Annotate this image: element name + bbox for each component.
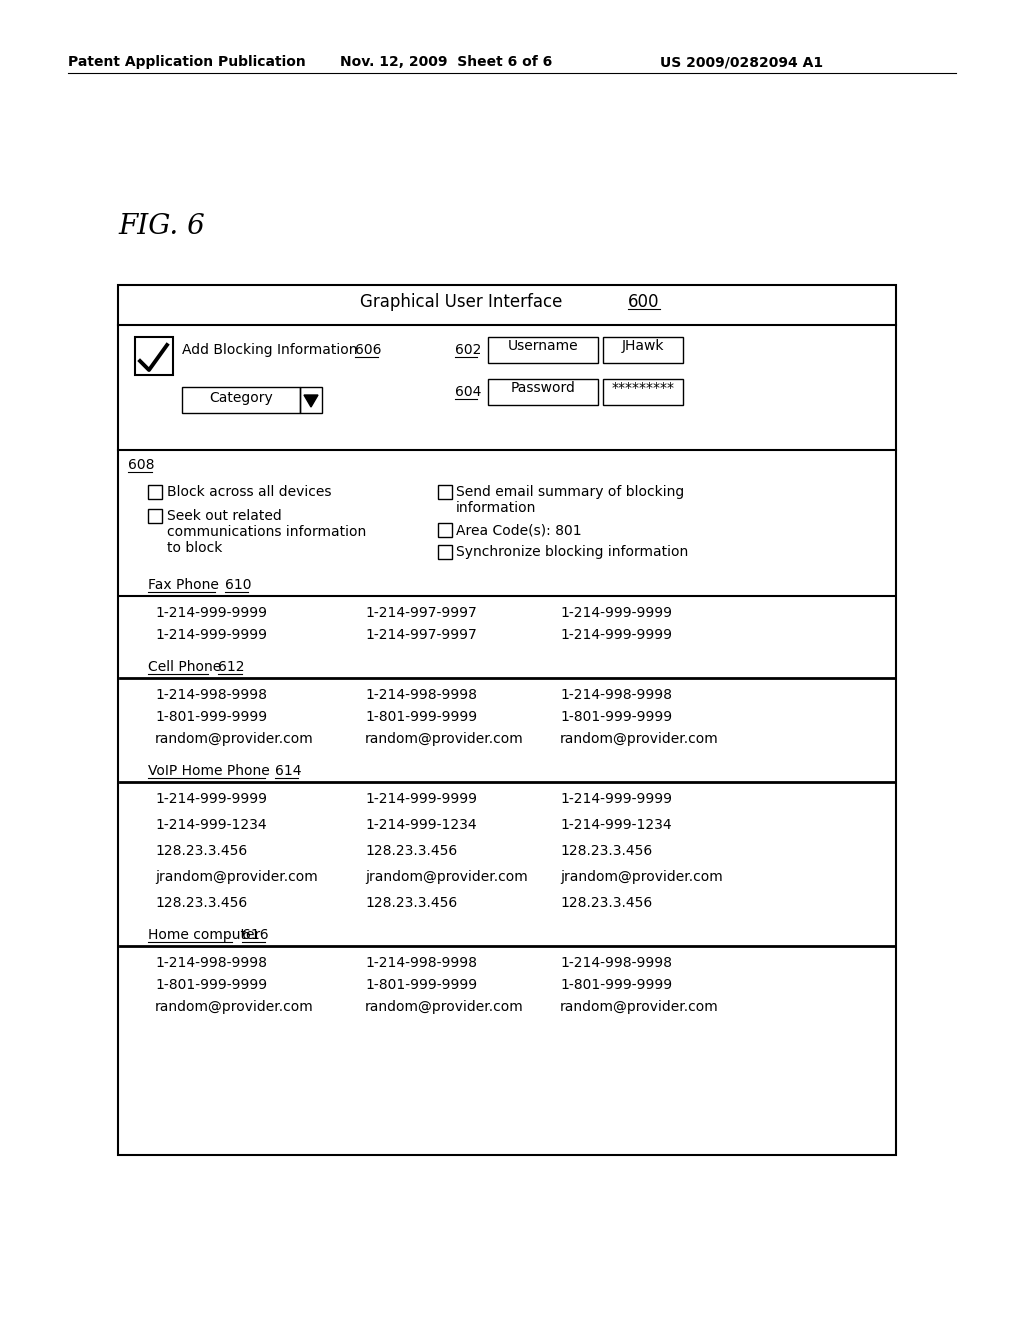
- Polygon shape: [304, 395, 318, 407]
- Text: Send email summary of blocking: Send email summary of blocking: [456, 484, 684, 499]
- Text: Nov. 12, 2009  Sheet 6 of 6: Nov. 12, 2009 Sheet 6 of 6: [340, 55, 552, 69]
- Bar: [118, 285, 896, 1155]
- Bar: [603, 337, 683, 363]
- Text: VoIP Home Phone: VoIP Home Phone: [148, 764, 269, 777]
- Text: 616: 616: [242, 928, 268, 942]
- Text: Synchronize blocking information: Synchronize blocking information: [456, 545, 688, 558]
- Bar: [488, 379, 598, 405]
- Text: 1-214-999-9999: 1-214-999-9999: [560, 606, 672, 620]
- Text: Category: Category: [209, 391, 272, 405]
- Text: 1-214-999-1234: 1-214-999-1234: [155, 818, 266, 832]
- Text: 1-214-999-9999: 1-214-999-9999: [560, 792, 672, 807]
- Bar: [148, 484, 162, 499]
- Bar: [488, 337, 598, 363]
- Text: random@provider.com: random@provider.com: [365, 1001, 523, 1014]
- Text: Home computer: Home computer: [148, 928, 260, 942]
- Text: Password: Password: [511, 381, 575, 395]
- Text: 128.23.3.456: 128.23.3.456: [365, 843, 458, 858]
- Bar: [603, 379, 683, 405]
- Bar: [438, 484, 452, 499]
- Text: information: information: [456, 502, 537, 515]
- Text: 602: 602: [455, 343, 481, 356]
- Text: FIG. 6: FIG. 6: [118, 213, 205, 240]
- Text: jrandom@provider.com: jrandom@provider.com: [560, 870, 723, 884]
- Text: Graphical User Interface: Graphical User Interface: [360, 293, 562, 312]
- Text: 1-214-998-9998: 1-214-998-9998: [365, 956, 477, 970]
- Bar: [438, 545, 452, 558]
- Text: 1-214-998-9998: 1-214-998-9998: [560, 688, 672, 702]
- Text: 128.23.3.456: 128.23.3.456: [155, 896, 247, 909]
- Text: 610: 610: [225, 578, 252, 591]
- Text: jrandom@provider.com: jrandom@provider.com: [365, 870, 527, 884]
- Text: 1-801-999-9999: 1-801-999-9999: [155, 978, 267, 993]
- Text: 128.23.3.456: 128.23.3.456: [560, 896, 652, 909]
- Text: Patent Application Publication: Patent Application Publication: [68, 55, 306, 69]
- Text: 1-214-999-9999: 1-214-999-9999: [155, 606, 267, 620]
- Text: Fax Phone: Fax Phone: [148, 578, 219, 591]
- Text: 1-801-999-9999: 1-801-999-9999: [560, 710, 672, 723]
- Bar: [148, 510, 162, 523]
- Text: 1-214-998-9998: 1-214-998-9998: [560, 956, 672, 970]
- Text: 1-214-998-9998: 1-214-998-9998: [155, 956, 267, 970]
- Text: Username: Username: [508, 339, 579, 352]
- Bar: [300, 387, 322, 413]
- Text: 1-214-999-1234: 1-214-999-1234: [560, 818, 672, 832]
- Text: 606: 606: [355, 343, 382, 356]
- Text: communications information: communications information: [167, 525, 367, 539]
- Text: 1-801-999-9999: 1-801-999-9999: [365, 978, 477, 993]
- Text: 608: 608: [128, 458, 155, 473]
- Text: 1-214-998-9998: 1-214-998-9998: [365, 688, 477, 702]
- Text: 614: 614: [275, 764, 301, 777]
- Text: random@provider.com: random@provider.com: [560, 733, 719, 746]
- Text: 1-214-999-9999: 1-214-999-9999: [155, 792, 267, 807]
- Bar: [182, 387, 300, 413]
- Text: 612: 612: [218, 660, 245, 675]
- Text: 1-214-999-9999: 1-214-999-9999: [365, 792, 477, 807]
- Text: random@provider.com: random@provider.com: [155, 733, 313, 746]
- Text: random@provider.com: random@provider.com: [365, 733, 523, 746]
- Text: 1-801-999-9999: 1-801-999-9999: [365, 710, 477, 723]
- Text: Cell Phone: Cell Phone: [148, 660, 221, 675]
- Text: Block across all devices: Block across all devices: [167, 484, 332, 499]
- Text: 1-214-999-9999: 1-214-999-9999: [560, 628, 672, 642]
- Text: 128.23.3.456: 128.23.3.456: [560, 843, 652, 858]
- Text: random@provider.com: random@provider.com: [155, 1001, 313, 1014]
- Text: 128.23.3.456: 128.23.3.456: [365, 896, 458, 909]
- Text: 600: 600: [628, 293, 659, 312]
- Text: 1-801-999-9999: 1-801-999-9999: [155, 710, 267, 723]
- Text: 1-214-997-9997: 1-214-997-9997: [365, 606, 477, 620]
- Text: jrandom@provider.com: jrandom@provider.com: [155, 870, 317, 884]
- Bar: [135, 337, 173, 375]
- Text: 604: 604: [455, 385, 481, 399]
- Text: Seek out related: Seek out related: [167, 510, 282, 523]
- Text: 1-214-999-1234: 1-214-999-1234: [365, 818, 476, 832]
- Text: 128.23.3.456: 128.23.3.456: [155, 843, 247, 858]
- Text: 1-214-997-9997: 1-214-997-9997: [365, 628, 477, 642]
- Text: 1-801-999-9999: 1-801-999-9999: [560, 978, 672, 993]
- Text: random@provider.com: random@provider.com: [560, 1001, 719, 1014]
- Text: 1-214-999-9999: 1-214-999-9999: [155, 628, 267, 642]
- Text: Area Code(s): 801: Area Code(s): 801: [456, 523, 582, 537]
- Text: Add Blocking Information: Add Blocking Information: [182, 343, 357, 356]
- Text: *********: *********: [611, 381, 675, 395]
- Text: US 2009/0282094 A1: US 2009/0282094 A1: [660, 55, 823, 69]
- Text: to block: to block: [167, 541, 222, 554]
- Bar: [438, 523, 452, 537]
- Text: JHawk: JHawk: [622, 339, 665, 352]
- Text: 1-214-998-9998: 1-214-998-9998: [155, 688, 267, 702]
